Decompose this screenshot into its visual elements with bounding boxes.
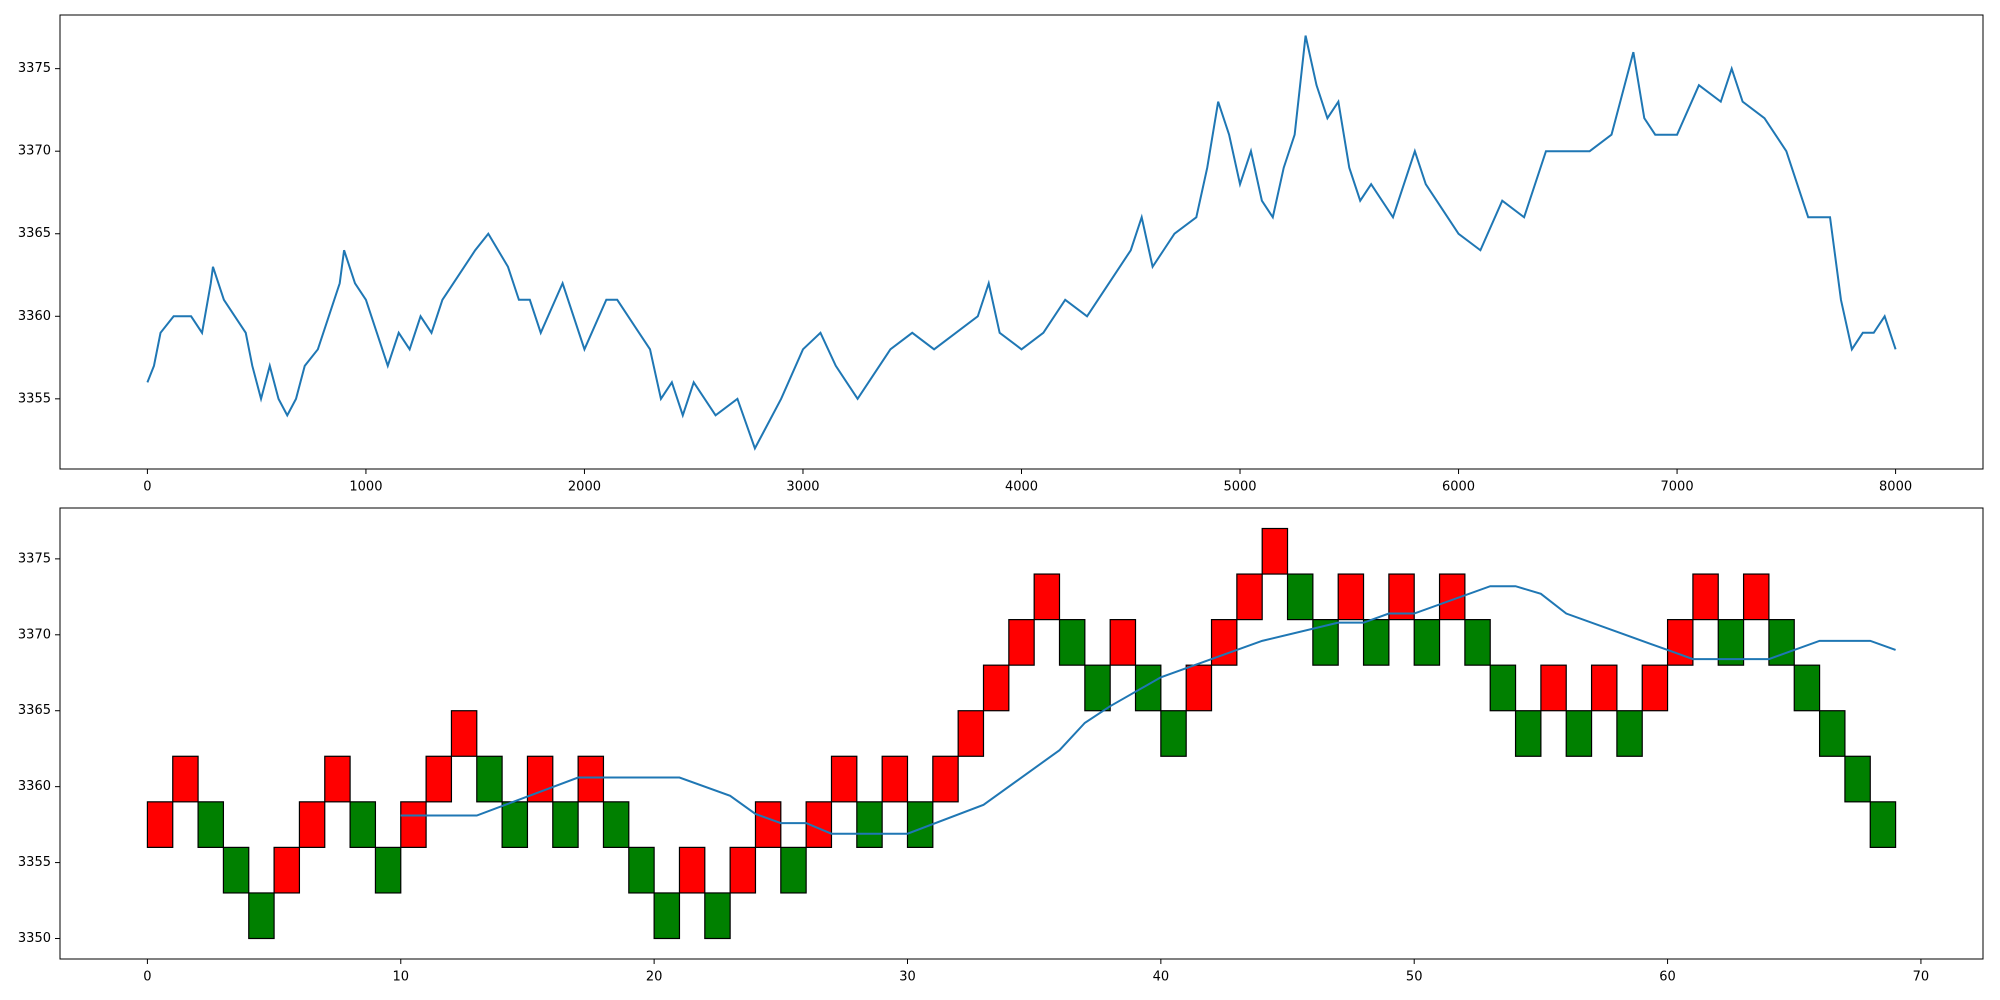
renko-brick (1844, 755, 1871, 803)
renko-brick (1109, 619, 1137, 666)
renko-brick (1565, 710, 1593, 757)
renko-brick (754, 801, 782, 848)
y-tick-label: 3370 (18, 144, 51, 159)
renko-brick (197, 801, 225, 848)
renko-brick (298, 801, 326, 848)
y-tick-label: 3370 (18, 627, 51, 642)
renko-brick (780, 846, 807, 894)
x-tick-label: 30 (899, 970, 916, 985)
renko-brick (1641, 664, 1669, 712)
renko-brick (1514, 710, 1542, 757)
renko-brick (1185, 664, 1213, 712)
renko-brick (1464, 619, 1491, 666)
y-tick-label: 3360 (18, 309, 51, 324)
renko-brick (957, 710, 985, 757)
renko-brick (653, 892, 681, 940)
renko-brick (349, 801, 377, 848)
renko-brick (932, 755, 959, 803)
x-tick-label: 70 (1913, 970, 1930, 985)
renko-brick (1362, 619, 1390, 666)
renko-brick (678, 846, 706, 894)
renko-brick (602, 801, 630, 848)
renko-brick (324, 755, 351, 803)
plot-frame (59, 507, 1984, 960)
renko-brick (704, 892, 731, 940)
renko-brick (577, 755, 605, 803)
renko-brick (982, 664, 1010, 712)
renko-brick (476, 755, 503, 803)
y-tick-label: 3355 (18, 391, 51, 406)
x-tick-label: 10 (392, 970, 409, 985)
renko-brick (1717, 619, 1745, 666)
data-line (146, 35, 1897, 451)
y-tick-label: 3365 (18, 703, 51, 718)
renko-brick (628, 846, 655, 894)
renko-brick (248, 892, 275, 940)
renko-brick (1818, 710, 1846, 757)
renko-brick (1286, 573, 1314, 621)
renko-brick (1616, 710, 1643, 757)
renko-brick (1413, 619, 1441, 666)
x-tick-label: 2000 (568, 480, 601, 495)
x-tick-label: 6000 (1442, 480, 1475, 495)
y-tick-label: 3375 (18, 551, 51, 566)
renko-brick (1540, 664, 1567, 712)
x-tick-label: 40 (1153, 970, 1170, 985)
x-tick-label: 4000 (1005, 480, 1038, 495)
renko-brick (425, 755, 453, 803)
renko-brick (172, 755, 199, 803)
x-tick-label: 1000 (349, 480, 382, 495)
renko-brick (1033, 573, 1061, 621)
renko-brick (830, 755, 858, 803)
renko-brick (552, 801, 579, 848)
x-tick-label: 20 (646, 970, 663, 985)
renko-brick (1793, 664, 1821, 712)
renko-brick (501, 801, 529, 848)
renko-brick (1489, 664, 1517, 712)
renko-brick (1261, 527, 1289, 575)
renko-brick (1869, 801, 1897, 848)
renko-brick (222, 846, 250, 894)
renko-brick (1058, 619, 1086, 666)
y-tick-label: 3355 (18, 855, 51, 870)
renko-brick (450, 710, 478, 757)
x-tick-label: 7000 (1661, 480, 1694, 495)
renko-brick (856, 801, 883, 848)
renko-brick (1590, 664, 1618, 712)
y-tick-label: 3360 (18, 779, 51, 794)
renko-brick (906, 801, 934, 848)
y-tick-label: 3350 (18, 931, 51, 946)
renko-brick (1134, 664, 1162, 712)
x-tick-label: 5000 (1223, 480, 1256, 495)
plot-frame (59, 14, 1984, 470)
x-tick-label: 3000 (786, 480, 819, 495)
renko-brick (146, 801, 174, 848)
x-tick-label: 50 (1406, 970, 1423, 985)
data-line (400, 585, 1896, 835)
renko-brick (1084, 664, 1111, 712)
renko-brick (729, 846, 757, 894)
renko-brick (1692, 573, 1719, 621)
renko-brick (374, 846, 402, 894)
renko-brick (881, 755, 909, 803)
renko-brick (1768, 619, 1795, 666)
renko-brick (1742, 573, 1770, 621)
renko-brick (1008, 619, 1035, 666)
x-tick-label: 0 (143, 970, 151, 985)
y-tick-label: 3375 (18, 61, 51, 76)
renko-brick (400, 801, 427, 848)
renko-brick (273, 846, 301, 894)
renko-brick (1236, 573, 1263, 621)
x-tick-label: 60 (1659, 970, 1676, 985)
y-tick-label: 3365 (18, 226, 51, 241)
x-tick-label: 8000 (1879, 480, 1912, 495)
renko-brick (1388, 573, 1415, 621)
renko-brick (1337, 573, 1365, 621)
renko-brick (1160, 710, 1187, 757)
x-tick-label: 0 (143, 480, 151, 495)
